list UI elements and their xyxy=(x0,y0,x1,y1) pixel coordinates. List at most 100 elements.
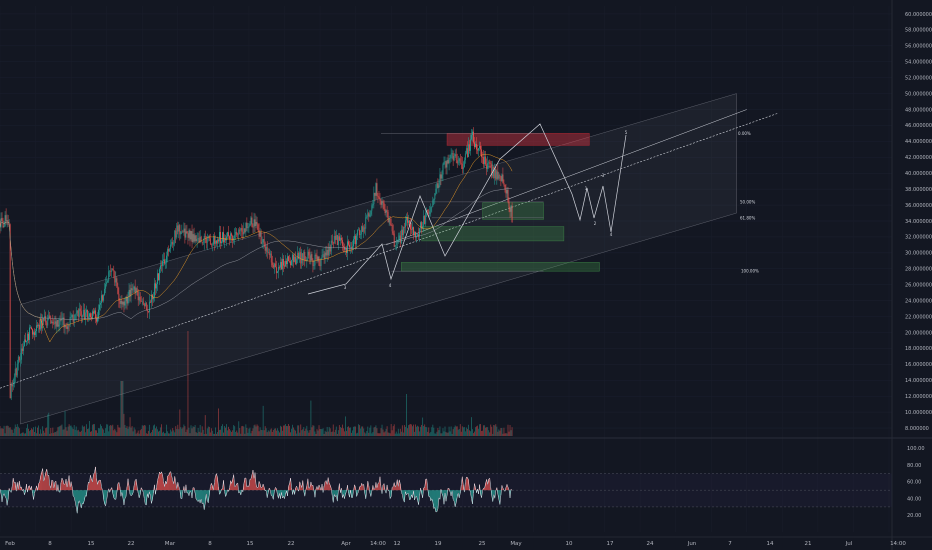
candle-body xyxy=(323,254,325,259)
candle-body xyxy=(500,176,502,181)
volume-bar xyxy=(212,433,214,436)
candle-body xyxy=(130,288,132,297)
candle-body xyxy=(74,314,76,321)
candle-body xyxy=(249,223,251,227)
volume-bar xyxy=(72,429,74,436)
volume-bar xyxy=(438,430,440,436)
candle-body xyxy=(91,317,92,319)
volume-bar xyxy=(359,425,361,436)
price-tick-label: 44.000000 xyxy=(905,139,932,145)
volume-bar xyxy=(50,427,52,436)
volume-bar xyxy=(266,432,268,436)
volume-bar xyxy=(413,424,414,436)
volume-bar xyxy=(291,428,292,436)
volume-bar xyxy=(4,433,6,436)
candle-body xyxy=(427,210,429,212)
volume-bar xyxy=(214,427,216,436)
candle-body xyxy=(217,239,218,244)
volume-bar xyxy=(7,425,9,436)
volume-bar xyxy=(494,425,496,436)
volume-bar xyxy=(447,432,449,436)
candle-body xyxy=(396,241,398,243)
candle-body xyxy=(177,225,179,232)
volume-bar xyxy=(396,433,398,436)
candle-body xyxy=(333,235,335,244)
volume-bar xyxy=(429,433,431,436)
candle-body xyxy=(439,174,441,186)
candle-body xyxy=(376,183,378,196)
candle-body xyxy=(73,320,75,322)
fib-label: 50.00% xyxy=(740,199,755,204)
candle-body xyxy=(106,282,108,285)
volume-bar xyxy=(356,433,358,436)
candle-body xyxy=(288,256,289,262)
volume-bar xyxy=(133,427,135,436)
volume-bar xyxy=(506,433,508,436)
candle-body xyxy=(29,327,30,341)
candle-body xyxy=(208,236,210,239)
time-tick-label: 19 xyxy=(435,541,442,547)
volume-bar xyxy=(426,427,428,436)
volume-bar xyxy=(404,426,406,436)
volume-bar xyxy=(170,429,172,436)
volume-bar xyxy=(391,430,393,436)
volume-bar xyxy=(475,427,476,436)
candle-body xyxy=(385,210,387,213)
volume-bar xyxy=(354,426,355,436)
volume-bar xyxy=(117,424,119,436)
candle-body xyxy=(41,318,43,329)
candle-body xyxy=(276,271,278,274)
candle-body xyxy=(361,226,363,235)
candle-body xyxy=(398,235,400,240)
volume-bar xyxy=(392,426,394,436)
candle-body xyxy=(188,230,190,238)
volume-bar xyxy=(181,428,183,436)
volume-bar xyxy=(432,424,434,436)
volume-bar xyxy=(207,426,209,436)
volume-bar xyxy=(371,433,373,436)
volume-bar xyxy=(79,431,81,436)
candle-body xyxy=(412,227,413,230)
volume-bar xyxy=(511,427,513,436)
candle-body xyxy=(289,261,290,262)
candle-body xyxy=(437,183,439,188)
candle-body xyxy=(97,318,98,322)
price-tick-label: 36.000000 xyxy=(905,203,932,209)
candle-body xyxy=(183,228,185,233)
volume-bar xyxy=(224,425,225,436)
candle-body xyxy=(171,241,173,245)
candle-body xyxy=(321,254,323,259)
volume-bar xyxy=(198,431,200,436)
candle-body xyxy=(409,220,410,226)
volume-bar xyxy=(6,425,8,436)
volume-bar xyxy=(259,427,261,436)
candle-body xyxy=(32,329,33,335)
volume-bar xyxy=(379,433,381,436)
volume-bar xyxy=(92,424,93,436)
candle-body xyxy=(447,160,449,164)
volume-bar xyxy=(203,433,205,436)
candle-body xyxy=(169,248,171,252)
candle-body xyxy=(39,324,41,330)
price-tick-label: 42.000000 xyxy=(905,155,932,161)
volume-bar xyxy=(387,432,389,436)
candle-body xyxy=(228,232,229,237)
volume-bar xyxy=(446,432,448,436)
volume-bar xyxy=(191,428,193,436)
volume-bar xyxy=(383,432,385,436)
volume-bar xyxy=(425,426,427,436)
volume-bar xyxy=(319,429,321,436)
candle-body xyxy=(336,235,338,246)
candle-body xyxy=(198,238,200,243)
volume-bar xyxy=(11,429,13,436)
candle-body xyxy=(72,314,74,322)
volume-bar xyxy=(142,425,144,436)
volume-bar xyxy=(294,429,296,436)
candle-body xyxy=(498,175,500,179)
candle-body xyxy=(446,160,448,168)
volume-bar xyxy=(152,429,153,436)
volume-bar xyxy=(368,432,370,436)
candle-body xyxy=(363,227,365,232)
candle-body xyxy=(304,251,306,261)
